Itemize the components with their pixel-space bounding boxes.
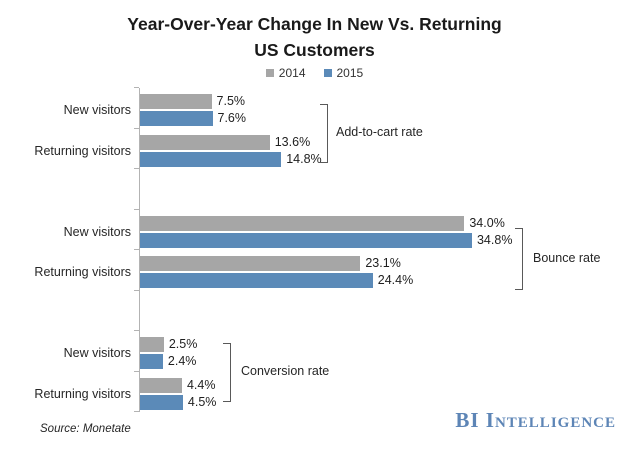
axis-tick bbox=[134, 249, 139, 250]
bar-2015 bbox=[140, 232, 472, 248]
bar-2015 bbox=[140, 111, 213, 126]
bar-2015 bbox=[140, 394, 183, 410]
axis-tick bbox=[134, 330, 139, 331]
group-bracket bbox=[320, 104, 328, 163]
legend-item-2014: 2014 bbox=[265, 66, 306, 80]
group-label: Bounce rate bbox=[533, 251, 601, 265]
bar-value-label: 24.4% bbox=[377, 273, 414, 287]
group-label: Conversion rate bbox=[241, 364, 330, 378]
chart-legend: 2014 2015 bbox=[0, 66, 629, 80]
axis-tick bbox=[134, 168, 139, 169]
bar-2014 bbox=[140, 256, 361, 271]
group-bracket bbox=[223, 343, 231, 402]
category-label: New visitors bbox=[63, 346, 131, 360]
category-label: New visitors bbox=[63, 224, 131, 239]
bar-value-label: 34.8% bbox=[476, 232, 513, 247]
bar-2015 bbox=[140, 151, 282, 167]
bar-2015 bbox=[140, 273, 373, 288]
legend-label-2014: 2014 bbox=[278, 66, 306, 80]
bar-2015 bbox=[140, 354, 163, 369]
category-axis-line bbox=[139, 88, 140, 412]
group-label: Add-to-cart rate bbox=[336, 125, 423, 139]
bar-2014 bbox=[140, 377, 182, 393]
chart-title-line-1: Year-Over-Year Change In New Vs. Returni… bbox=[127, 14, 502, 34]
category-label: Returning visitors bbox=[34, 386, 131, 401]
bar-2014 bbox=[140, 94, 212, 109]
bar-value-label: 2.5% bbox=[168, 337, 198, 351]
source-note: Source: Monetate bbox=[40, 423, 131, 435]
axis-tick bbox=[134, 209, 139, 210]
category-label: Returning visitors bbox=[34, 265, 131, 279]
legend-label-2015: 2015 bbox=[336, 66, 364, 80]
chart-title: Year-Over-Year Change In New Vs. Returni… bbox=[0, 11, 629, 63]
bar-value-label: 7.6% bbox=[217, 111, 247, 125]
axis-tick bbox=[134, 87, 139, 88]
legend-item-2015: 2015 bbox=[323, 66, 364, 80]
bar-value-label: 2.4% bbox=[167, 354, 197, 368]
category-label: Returning visitors bbox=[34, 143, 131, 158]
bar-2014 bbox=[140, 337, 164, 352]
bar-value-label: 23.1% bbox=[365, 256, 401, 270]
bi-intelligence-logo: BI Intelligence bbox=[455, 408, 616, 432]
chart-title-line-2: US Customers bbox=[254, 40, 375, 60]
bar-value-label: 34.0% bbox=[469, 215, 505, 230]
bar-value-label: 4.5% bbox=[187, 394, 217, 409]
bar-value-label: 7.5% bbox=[216, 94, 246, 108]
category-label: New visitors bbox=[63, 103, 131, 117]
axis-tick bbox=[134, 411, 139, 412]
bar-value-label: 4.4% bbox=[186, 377, 216, 392]
bar-value-label: 14.8% bbox=[286, 151, 322, 166]
axis-tick bbox=[134, 371, 139, 372]
bar-2014 bbox=[140, 215, 465, 231]
legend-swatch-2014 bbox=[265, 69, 274, 77]
axis-tick bbox=[134, 290, 139, 291]
group-bracket bbox=[515, 228, 523, 290]
legend-swatch-2015 bbox=[323, 69, 332, 77]
bar-2014 bbox=[140, 134, 270, 150]
axis-tick bbox=[134, 128, 139, 129]
bar-value-label: 13.6% bbox=[274, 134, 311, 149]
